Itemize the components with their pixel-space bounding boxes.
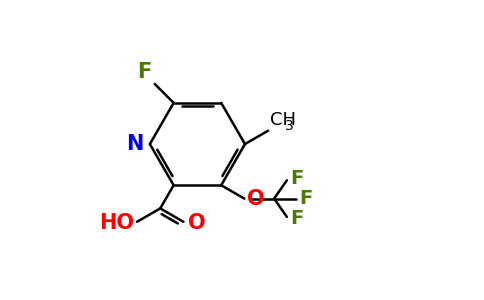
Text: CH: CH — [270, 111, 296, 129]
Text: F: F — [290, 209, 303, 228]
Text: O: O — [188, 213, 206, 233]
Text: 3: 3 — [285, 119, 293, 133]
Text: N: N — [126, 134, 143, 154]
Text: F: F — [137, 61, 152, 82]
Text: HO: HO — [99, 213, 134, 233]
Text: F: F — [299, 189, 313, 208]
Text: O: O — [247, 189, 264, 208]
Text: F: F — [290, 169, 303, 188]
